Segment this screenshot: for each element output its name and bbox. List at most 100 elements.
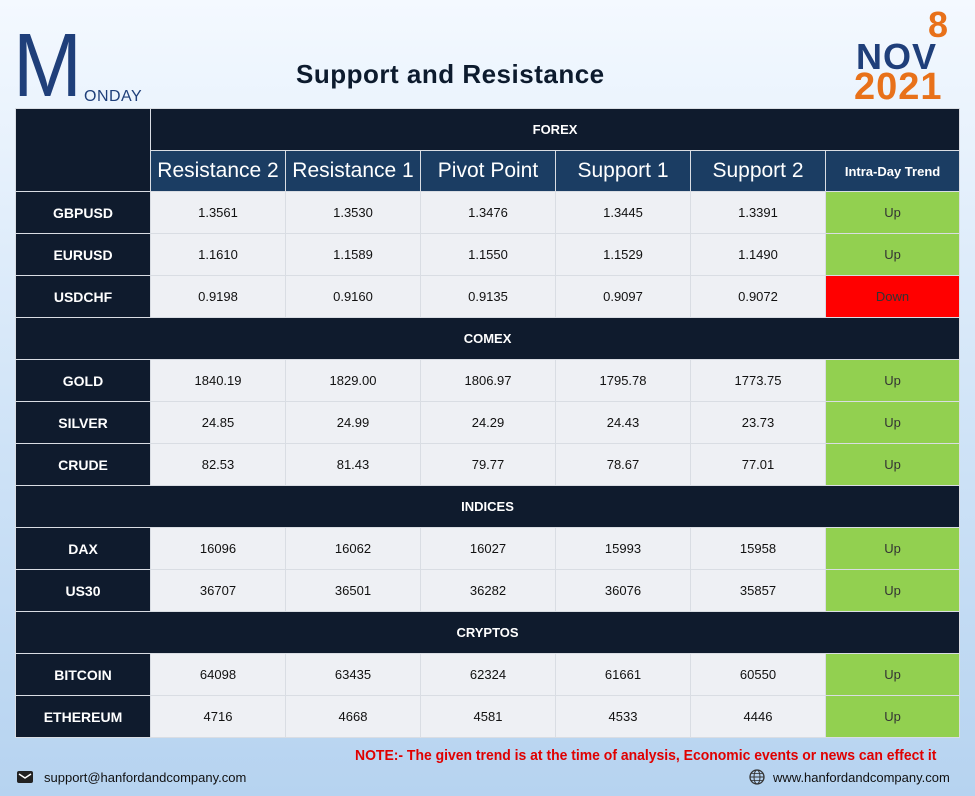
column-header-pivot-point: Pivot Point <box>420 150 556 192</box>
resistance-2-cell: 1.3561 <box>150 191 286 234</box>
table-row: US30 36707 36501 36282 36076 35857 Up <box>15 569 961 612</box>
footer-email: support@hanfordandcompany.com <box>16 768 246 786</box>
symbol-cell: USDCHF <box>15 275 151 318</box>
globe-icon <box>749 769 767 785</box>
trend-cell: Up <box>824 401 961 444</box>
table-row: GBPUSD 1.3561 1.3530 1.3476 1.3445 1.3391 Up <box>15 191 961 234</box>
column-header-resistance-1: Resistance 1 <box>285 150 421 192</box>
support-1-cell: 4533 <box>555 695 691 738</box>
support-1-cell: 1.3445 <box>555 191 691 234</box>
resistance-1-cell: 1829.00 <box>285 359 421 402</box>
support-2-cell: 1.3391 <box>690 191 826 234</box>
website-text[interactable]: www.hanfordandcompany.com <box>773 769 950 785</box>
column-header-support-2: Support 2 <box>690 150 826 192</box>
resistance-1-cell: 63435 <box>285 653 421 696</box>
section-header: FOREX <box>149 108 961 151</box>
day-initial: M <box>13 16 82 116</box>
resistance-2-cell: 64098 <box>150 653 286 696</box>
pivot-point-cell: 62324 <box>420 653 556 696</box>
day-name: ONDAY <box>84 88 143 105</box>
resistance-2-cell: 36707 <box>150 569 286 612</box>
support-2-cell: 15958 <box>690 527 826 570</box>
section-row: COMEX <box>14 317 961 360</box>
support-1-cell: 36076 <box>555 569 691 612</box>
table-row: BITCOIN 64098 63435 62324 61661 60550 Up <box>15 653 961 696</box>
section-header: CRYPTOS <box>14 611 961 654</box>
symbol-cell: GOLD <box>15 359 151 402</box>
date-day: 8 <box>928 4 949 45</box>
resistance-1-cell: 36501 <box>285 569 421 612</box>
support-2-cell: 0.9072 <box>690 275 826 318</box>
trend-cell: Up <box>824 569 961 612</box>
resistance-2-cell: 1.1610 <box>150 233 286 276</box>
table-row: GOLD 1840.19 1829.00 1806.97 1795.78 1773.75 U… <box>15 359 961 402</box>
pivot-point-cell: 1806.97 <box>420 359 556 402</box>
mail-icon <box>16 769 34 785</box>
email-text[interactable]: support@hanfordandcompany.com <box>44 769 247 785</box>
section-header: INDICES <box>14 485 961 528</box>
resistance-1-cell: 24.99 <box>285 401 421 444</box>
pivot-point-cell: 0.9135 <box>420 275 556 318</box>
section-row: CRYPTOS <box>14 611 961 654</box>
pivot-point-cell: 79.77 <box>420 443 556 486</box>
date-month: NOV <box>856 36 938 77</box>
table-row: ETHEREUM 4716 4668 4581 4533 4446 Up <box>15 695 961 738</box>
symbol-cell: BITCOIN <box>15 653 151 696</box>
support-1-cell: 24.43 <box>555 401 691 444</box>
section-row: INDICES <box>14 485 961 528</box>
trend-cell: Up <box>824 527 961 570</box>
resistance-2-cell: 0.9198 <box>150 275 286 318</box>
trend-cell: Up <box>824 359 961 402</box>
support-1-cell: 1795.78 <box>555 359 691 402</box>
trend-cell: Up <box>824 233 961 276</box>
footer-website: www.hanfordandcompany.com <box>749 768 950 786</box>
support-resistance-table: FOREX Resistance 2 Resistance 1 Pivot Po… <box>14 108 961 738</box>
pivot-point-cell: 36282 <box>420 569 556 612</box>
pivot-point-cell: 1.1550 <box>420 233 556 276</box>
disclaimer-note: NOTE:- The given trend is at the time of… <box>355 747 937 764</box>
symbol-cell: SILVER <box>15 401 151 444</box>
resistance-2-cell: 24.85 <box>150 401 286 444</box>
table-row: EURUSD 1.1610 1.1589 1.1550 1.1529 1.1490 Up <box>15 233 961 276</box>
section-header: COMEX <box>14 317 961 360</box>
resistance-2-cell: 4716 <box>150 695 286 738</box>
resistance-2-cell: 1840.19 <box>150 359 286 402</box>
resistance-2-cell: 82.53 <box>150 443 286 486</box>
symbol-cell: GBPUSD <box>15 191 151 234</box>
table-row: DAX 16096 16062 16027 15993 15958 Up <box>15 527 961 570</box>
pivot-point-cell: 16027 <box>420 527 556 570</box>
support-1-cell: 15993 <box>555 527 691 570</box>
trend-cell: Up <box>824 695 961 738</box>
resistance-1-cell: 0.9160 <box>285 275 421 318</box>
page-header: M ONDAY Support and Resistance 8 NOV 202… <box>0 0 975 116</box>
column-header-intraday-trend: Intra-Day Trend <box>824 150 961 192</box>
symbol-cell: CRUDE <box>15 443 151 486</box>
support-2-cell: 4446 <box>690 695 826 738</box>
support-1-cell: 1.1529 <box>555 233 691 276</box>
symbol-cell: ETHEREUM <box>15 695 151 738</box>
trend-cell: Up <box>824 443 961 486</box>
table-row: USDCHF 0.9198 0.9160 0.9135 0.9097 0.9072 Down <box>15 275 961 318</box>
resistance-2-cell: 16096 <box>150 527 286 570</box>
corner-cell <box>15 108 151 192</box>
column-header-support-1: Support 1 <box>555 150 691 192</box>
column-header-resistance-2: Resistance 2 <box>150 150 286 192</box>
symbol-cell: DAX <box>15 527 151 570</box>
support-1-cell: 0.9097 <box>555 275 691 318</box>
pivot-point-cell: 4581 <box>420 695 556 738</box>
date-year: 2021 <box>854 66 943 108</box>
support-1-cell: 61661 <box>555 653 691 696</box>
symbol-cell: US30 <box>15 569 151 612</box>
page-title: Support and Resistance <box>296 59 605 89</box>
resistance-1-cell: 4668 <box>285 695 421 738</box>
support-2-cell: 35857 <box>690 569 826 612</box>
symbol-cell: EURUSD <box>15 233 151 276</box>
table-row: CRUDE 82.53 81.43 79.77 78.67 77.01 Up <box>15 443 961 486</box>
support-2-cell: 23.73 <box>690 401 826 444</box>
support-2-cell: 1.1490 <box>690 233 826 276</box>
table-row: SILVER 24.85 24.99 24.29 24.43 23.73 Up <box>15 401 961 444</box>
trend-cell: Up <box>824 191 961 234</box>
resistance-1-cell: 1.3530 <box>285 191 421 234</box>
pivot-point-cell: 1.3476 <box>420 191 556 234</box>
resistance-1-cell: 81.43 <box>285 443 421 486</box>
